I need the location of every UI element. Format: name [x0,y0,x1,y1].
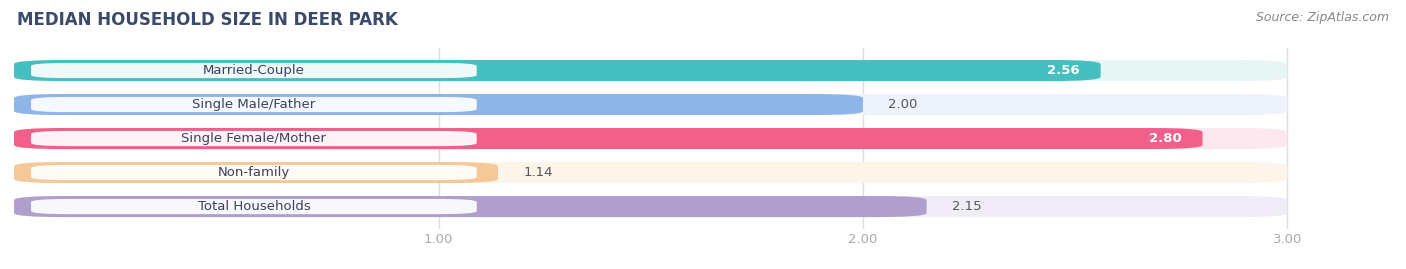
FancyBboxPatch shape [14,162,1288,183]
Text: Total Households: Total Households [197,200,311,213]
Text: 2.80: 2.80 [1149,132,1181,145]
FancyBboxPatch shape [14,94,863,115]
Text: 2.56: 2.56 [1047,64,1080,77]
FancyBboxPatch shape [31,131,477,146]
FancyBboxPatch shape [14,94,1288,115]
FancyBboxPatch shape [14,196,1288,217]
FancyBboxPatch shape [31,199,477,214]
FancyBboxPatch shape [14,196,927,217]
Text: Source: ZipAtlas.com: Source: ZipAtlas.com [1256,11,1389,24]
FancyBboxPatch shape [14,60,1101,81]
FancyBboxPatch shape [14,60,1288,81]
FancyBboxPatch shape [14,162,498,183]
Text: 2.15: 2.15 [952,200,981,213]
FancyBboxPatch shape [31,63,477,78]
FancyBboxPatch shape [14,128,1202,149]
FancyBboxPatch shape [31,165,477,180]
Text: 2.00: 2.00 [889,98,918,111]
Text: MEDIAN HOUSEHOLD SIZE IN DEER PARK: MEDIAN HOUSEHOLD SIZE IN DEER PARK [17,11,398,29]
Text: Non-family: Non-family [218,166,290,179]
Text: Single Male/Father: Single Male/Father [193,98,315,111]
FancyBboxPatch shape [14,128,1288,149]
Text: Single Female/Mother: Single Female/Mother [181,132,326,145]
Text: 1.14: 1.14 [523,166,553,179]
FancyBboxPatch shape [31,97,477,112]
Text: Married-Couple: Married-Couple [202,64,305,77]
